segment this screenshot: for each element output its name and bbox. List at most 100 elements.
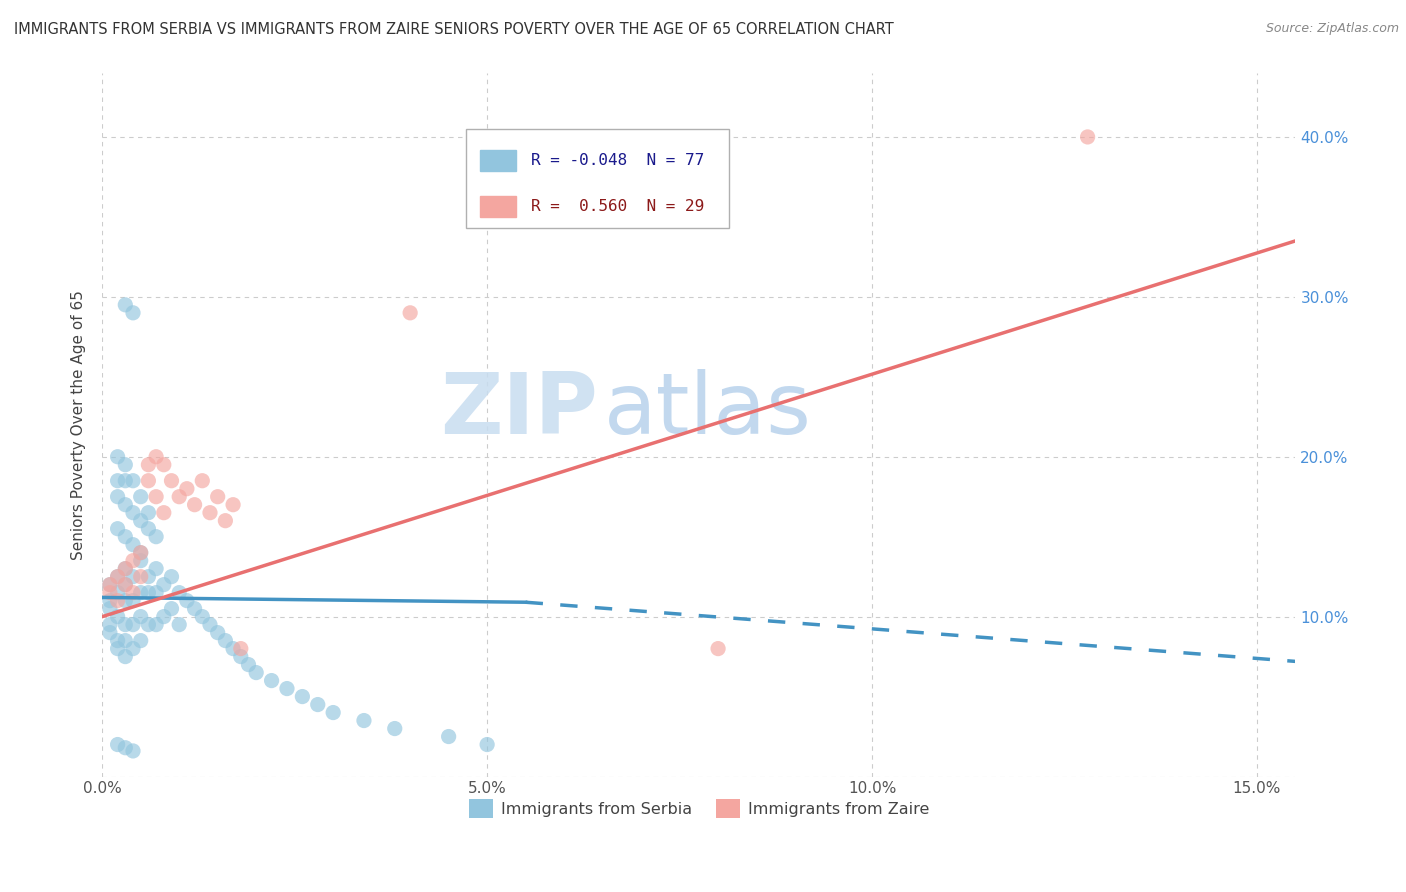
Point [207,625,229,640]
Point [114,577,136,591]
Text: atlas: atlas [603,369,811,452]
Point [114,562,136,576]
Point [107,569,129,583]
Point [138,569,160,583]
Point [122,617,145,632]
Point [307,698,329,712]
Point [129,609,152,624]
Point [114,298,136,312]
Point [145,450,167,464]
Point [399,306,422,320]
Point [98,585,121,599]
Text: R =  0.560  N = 29: R = 0.560 N = 29 [530,199,704,213]
Point [138,474,160,488]
Point [145,530,167,544]
Bar [481,195,516,217]
Point [107,641,129,656]
Point [138,506,160,520]
Point [291,690,314,704]
Point [114,633,136,648]
Point [129,490,152,504]
Point [107,522,129,536]
Point [167,617,190,632]
Point [138,617,160,632]
Point [122,641,145,656]
Point [138,522,160,536]
Point [129,554,152,568]
Point [183,601,205,615]
Legend: Immigrants from Serbia, Immigrants from Zaire: Immigrants from Serbia, Immigrants from … [463,793,935,825]
Point [145,585,167,599]
Point [198,506,221,520]
Point [276,681,298,696]
Point [107,569,129,583]
Point [153,609,176,624]
Point [176,482,198,496]
Point [122,538,145,552]
Point [114,649,136,664]
Point [1077,130,1099,145]
FancyBboxPatch shape [467,129,728,227]
Point [122,506,145,520]
Point [437,730,460,744]
Point [214,514,236,528]
Point [153,458,176,472]
Point [122,744,145,758]
Point [122,569,145,583]
Point [153,577,176,591]
Point [107,609,129,624]
Point [129,546,152,560]
Point [98,577,121,591]
Point [98,617,121,632]
Point [153,506,176,520]
Point [129,569,152,583]
Point [129,514,152,528]
Point [214,633,236,648]
Bar [481,150,516,171]
Point [229,641,252,656]
Point [222,641,245,656]
Point [114,577,136,591]
Text: R = -0.048  N = 77: R = -0.048 N = 77 [530,153,704,169]
Point [122,474,145,488]
Point [114,593,136,607]
Point [122,593,145,607]
Point [107,738,129,752]
Point [160,569,183,583]
Point [145,562,167,576]
Point [353,714,375,728]
Point [98,625,121,640]
Point [107,593,129,607]
Point [191,474,214,488]
Point [107,633,129,648]
Point [245,665,267,680]
Point [107,585,129,599]
Point [114,562,136,576]
Point [114,740,136,755]
Point [260,673,283,688]
Text: Source: ZipAtlas.com: Source: ZipAtlas.com [1265,22,1399,36]
Point [129,585,152,599]
Point [122,554,145,568]
Point [114,617,136,632]
Y-axis label: Seniors Poverty Over the Age of 65: Seniors Poverty Over the Age of 65 [72,290,86,559]
Point [114,458,136,472]
Point [114,498,136,512]
Point [98,601,121,615]
Point [98,577,121,591]
Point [207,490,229,504]
Point [98,593,121,607]
Point [229,649,252,664]
Point [160,474,183,488]
Point [107,474,129,488]
Point [122,585,145,599]
Point [107,450,129,464]
Point [384,722,406,736]
Point [145,490,167,504]
Point [222,498,245,512]
Point [475,738,498,752]
Point [145,617,167,632]
Point [138,458,160,472]
Text: ZIP: ZIP [440,369,598,452]
Point [129,546,152,560]
